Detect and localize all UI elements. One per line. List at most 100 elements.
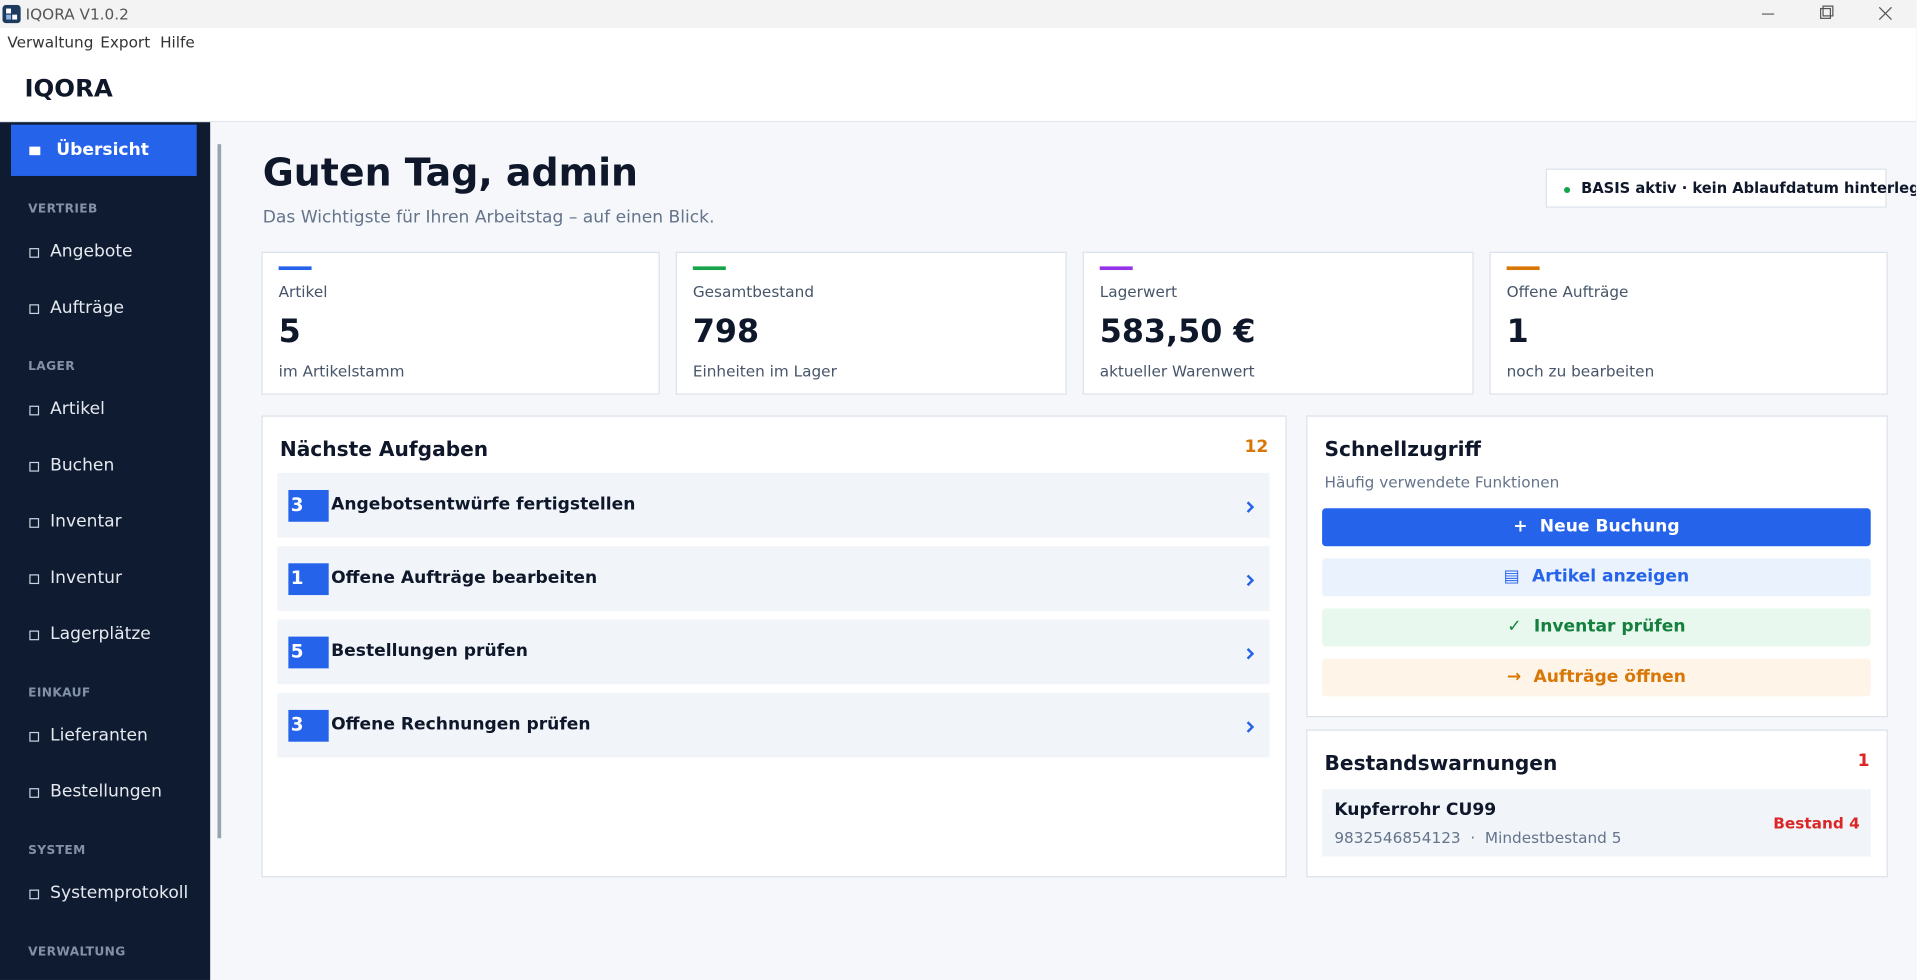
greeting-title: Guten Tag, admin [262,151,639,196]
button-icon: ✓ [1507,617,1522,637]
sidebar-label: Bestellungen [50,782,162,802]
icon [29,461,40,472]
sidebar-label: Aufträge [50,298,124,318]
menu-bar [0,28,1916,54]
sidebar-label: Lieferanten [50,725,148,746]
stat-value: 5 [278,314,301,351]
quick-button[interactable]: + Neue Buchung [1322,508,1871,547]
window-title: IQORA V1.0.2 [25,4,129,24]
greeting-subtitle: Das Wichtigste für Ihren Arbeitstag – au… [262,207,715,228]
warning-stock: Bestand 4 [1773,813,1860,833]
chevron [1246,647,1255,660]
menu-item[interactable]: Hilfe [160,32,195,52]
quick-button[interactable]: → Aufträge öffnen [1322,658,1871,697]
sidebar-item[interactable]: Aufträge [11,286,197,332]
app-icon [2,4,21,24]
warning-meta: 9832546854123 · Mindestbestand 5 [1334,828,1622,847]
sidebar-label: Buchen [50,455,115,476]
sidebar-item[interactable]: Artikel [11,387,197,433]
button-label: Inventar prüfen [1533,617,1686,637]
chevron [1246,501,1255,513]
sidebar-label: Systemprotokoll [50,883,189,903]
panel-title: Schnellzugriff [1324,437,1481,461]
task-count: 1 [288,563,329,596]
header: IQORA [0,53,1916,123]
task-count: 3 [288,709,329,742]
stat-label: Lagerwert [1099,282,1178,301]
sidebar-section: VERWALTUNG [28,945,126,960]
icon [29,248,40,258]
icon [29,304,40,315]
title-bar: IQORA V1.0.2 [0,0,1916,29]
status-dot [1564,186,1571,194]
sidebar-active-item[interactable]: Übersicht [10,124,197,176]
window-controls[interactable] [1747,0,1916,28]
sidebar-item[interactable]: Buchen [11,444,197,490]
stat-sub: Einheiten im Lager [692,361,837,381]
sidebar-section: VERTRIEB [28,202,98,217]
sidebar-label: Artikel [50,399,105,420]
button-icon: + [1513,516,1528,537]
task-row[interactable]: 3 Offene Rechnungen prüfen [277,692,1270,758]
chevron [1246,721,1255,733]
stat-card: Offene Aufträge 1 noch zu bearbeiten [1489,251,1888,395]
sidebar-section: LAGER [28,360,75,374]
task-label: Offene Rechnungen prüfen [331,714,591,735]
menu-item[interactable]: Verwaltung [7,32,94,52]
stat-card: Lagerwert 583,50 € aktueller Warenwert [1082,251,1474,395]
button-label: Aufträge öffnen [1533,667,1686,687]
icon [29,731,40,742]
task-count: 5 [288,636,329,669]
sidebar-item[interactable]: Inventar [11,500,197,546]
quick-panel: Schnellzugriff Häufig verwendete Funktio… [1306,415,1888,718]
sidebar-section: SYSTEM [28,844,86,858]
accent-bar [692,266,726,271]
sidebar-label: Übersicht [56,140,149,161]
icon [29,518,40,528]
warning-row[interactable]: Kupferrohr CU99 9832546854123 · Mindestbe… [1322,789,1871,857]
sidebar-item[interactable]: Systemprotokoll [11,871,197,917]
task-row[interactable]: 3 Angebotsentwürfe fertigstellen [277,472,1270,538]
stat-sub: noch zu bearbeiten [1506,361,1655,381]
task-count: 3 [288,489,329,522]
tasks-panel: Nächste Aufgaben 12 3 Angebotsentwürfe fe… [261,415,1287,878]
quick-button[interactable]: ▤ Artikel anzeigen [1322,558,1871,597]
menu-item[interactable]: Export [100,32,151,52]
button-label: Artikel anzeigen [1531,566,1690,587]
quick-button[interactable]: ✓ Inventar prüfen [1322,608,1871,647]
button-label: Neue Buchung [1539,516,1680,537]
sidebar-item[interactable]: Bestellungen [11,770,197,816]
sidebar-item[interactable]: Inventur [11,556,197,602]
sidebar-label: Lagerplätze [50,624,151,644]
warning-name: Kupferrohr CU99 [1334,800,1497,820]
stat-value: 1 [1506,314,1529,351]
panel-title: Bestandswarnungen [1324,751,1558,775]
scrollbar[interactable] [217,144,222,839]
sidebar-label: Inventar [50,511,122,532]
task-label: Angebotsentwürfe fertigstellen [331,494,636,515]
license-badge: BASIS aktiv · kein Ablaufdatum hinterleg… [1545,168,1916,208]
stat-value: 798 [692,314,760,351]
button-icon: → [1506,667,1522,687]
sidebar-item[interactable]: Lagerplätze [11,612,197,658]
stat-sub: im Artikelstamm [278,361,405,381]
stat-label: Offene Aufträge [1506,282,1629,301]
panel-subtitle: Häufig verwendete Funktionen [1324,472,1560,492]
stat-value: 583,50 € [1099,314,1256,351]
icon [29,630,40,641]
brand: IQORA [24,73,113,103]
sidebar-item[interactable]: Angebote [11,230,197,276]
stat-sub: aktueller Warenwert [1099,361,1255,381]
panel-title: Nächste Aufgaben [279,437,489,461]
accent-bar [278,266,312,271]
warnings-panel: Bestandswarnungen 1 Kupferrohr CU99 98325… [1306,729,1888,878]
task-row[interactable]: 1 Offene Aufträge bearbeiten [277,546,1270,611]
icon [29,788,40,798]
stat-label: Gesamtbestand [692,282,815,301]
sidebar-item[interactable]: Lieferanten [11,714,197,760]
warning-count: 1 [1857,751,1870,772]
icon [29,889,40,900]
sidebar-section: EINKAUF [28,686,91,701]
task-row[interactable]: 5 Bestellungen prüfen [277,619,1270,685]
